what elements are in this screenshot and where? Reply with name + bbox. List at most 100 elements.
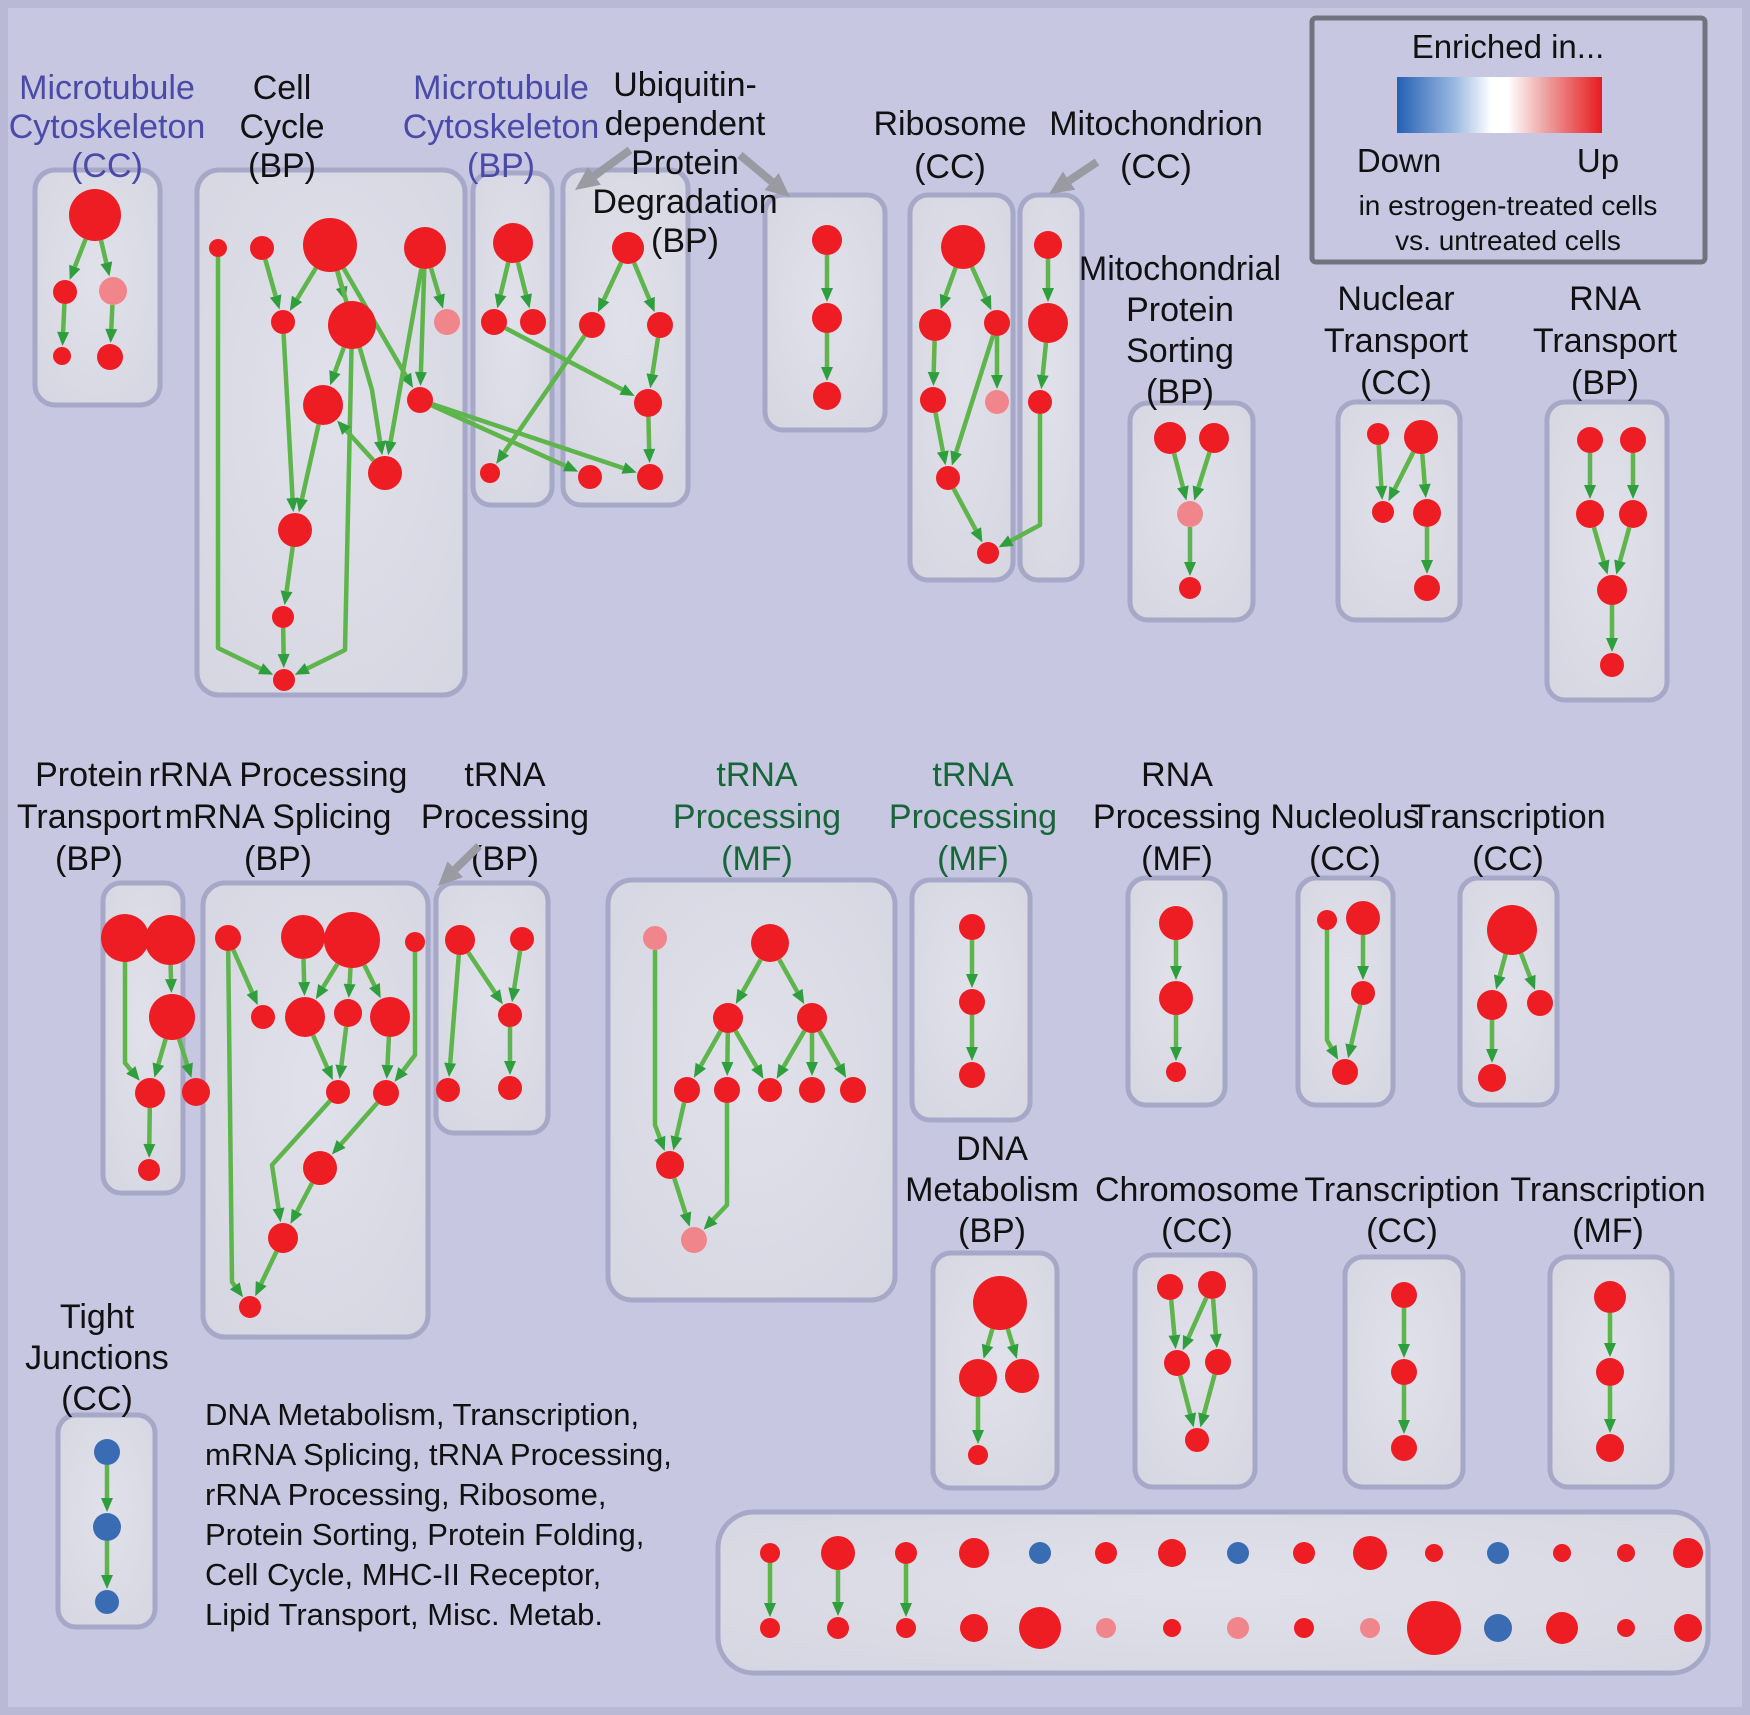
hierarchy-edge [515, 261, 529, 296]
go-term-node [960, 1614, 988, 1642]
hierarchy-arrowhead [343, 983, 356, 998]
go-term-node [520, 309, 546, 335]
hierarchy-arrowhead [384, 440, 397, 456]
go-term-node [1177, 501, 1203, 527]
hierarchy-arrowhead [643, 296, 655, 313]
hierarchy-arrowhead [1168, 1334, 1181, 1350]
tight-junctions-cc-label: (CC) [61, 1380, 133, 1418]
hierarchy-arrowhead [1493, 974, 1506, 990]
go-term-node [149, 994, 195, 1040]
go-term-node [751, 924, 789, 962]
hierarchy-arrowhead [751, 1063, 764, 1079]
hierarchy-edge [339, 1026, 349, 1066]
go-term-node [674, 1077, 700, 1103]
hierarchy-arrowhead [100, 261, 113, 277]
hierarchy-arrowhead [69, 264, 81, 280]
go-term-node [368, 456, 402, 490]
hierarchy-arrowhead [504, 1061, 516, 1075]
go-term-node [251, 1005, 275, 1029]
go-term-node [53, 280, 77, 304]
hierarchy-arrowhead [1418, 483, 1431, 498]
hierarchy-arrowhead [735, 988, 748, 1004]
hierarchy-arrowhead [294, 663, 310, 675]
hierarchy-edge [1005, 1328, 1015, 1347]
nucleolus-cc-label: Nucleolus [1270, 798, 1419, 836]
go-term-node [273, 669, 295, 691]
go-term-node [919, 309, 951, 341]
hierarchy-arrowhead [1184, 562, 1196, 576]
go-term-node [1028, 303, 1068, 343]
hierarchy-arrowhead [329, 370, 341, 386]
go-term-node [1391, 1282, 1417, 1308]
ribosome-cc-label: (CC) [914, 148, 986, 186]
hierarchy-arrowhead [981, 1343, 994, 1359]
go-term-node [579, 312, 605, 338]
hierarchy-edge [1201, 1374, 1217, 1415]
go-term-node [984, 310, 1010, 336]
hierarchy-edge [502, 334, 587, 454]
hierarchy-arrowhead [57, 331, 70, 346]
hierarchy-edge [674, 1102, 687, 1138]
protein-transport-bp-label: (BP) [55, 840, 123, 878]
hierarchy-edge [98, 239, 109, 264]
hierarchy-arrowhead [927, 371, 940, 386]
hierarchy-arrowhead [126, 1066, 140, 1081]
hierarchy-arrowhead [693, 1062, 707, 1078]
go-term-node [1407, 1601, 1461, 1655]
hierarchy-edge [498, 261, 511, 296]
label-pointer-arrow [592, 146, 633, 180]
hierarchy-arrowhead [152, 1062, 165, 1078]
go-term-node [101, 914, 149, 962]
go-term-node [1163, 1619, 1181, 1637]
go-term-node [434, 309, 460, 335]
go-term-node [1185, 1428, 1209, 1452]
go-term-node [370, 997, 410, 1037]
ribosome-cc-box [907, 192, 1016, 583]
go-term-node [285, 997, 325, 1037]
mitochondrion-cc-label: Mitochondrion [1049, 105, 1263, 143]
go-term-node [145, 915, 195, 965]
hierarchy-arrowhead [321, 1064, 333, 1081]
rna-processing-mf-label: RNA [1141, 756, 1213, 794]
go-term-node [1198, 1271, 1226, 1299]
go-term-node [1095, 1542, 1117, 1564]
go-term-node [1600, 653, 1624, 677]
go-term-node [959, 989, 985, 1015]
label-pointer-arrowhead [438, 861, 463, 886]
go-term-node [758, 1078, 782, 1102]
hierarchy-arrowhead [643, 448, 656, 463]
legend-gradient-bar [1397, 77, 1602, 133]
trna-processing-mf-2-label: (MF) [937, 840, 1009, 878]
hierarchy-arrowhead [950, 450, 962, 466]
hierarchy-arrowhead [269, 294, 282, 310]
go-term-node [1553, 1544, 1571, 1562]
hierarchy-arrowhead [229, 1282, 243, 1298]
hierarchy-edge [431, 401, 625, 471]
go-term-node [1527, 990, 1553, 1016]
go-term-node [281, 915, 325, 959]
go-term-node [95, 1590, 119, 1614]
hierarchy-edge [1349, 1004, 1363, 1046]
transcription-mf-label: Transcription [1510, 1171, 1705, 1209]
hierarchy-edge [176, 1038, 190, 1066]
go-term-node [1351, 981, 1375, 1005]
hierarchy-edge [385, 1036, 392, 1066]
ubiquitin-label: (BP) [651, 222, 719, 260]
go-term-node [1425, 1544, 1443, 1562]
hierarchy-arrowhead [165, 978, 177, 993]
misc-list: Lipid Transport, Misc. Metab. [205, 1597, 603, 1632]
hierarchy-arrowhead [337, 420, 351, 435]
hierarchy-edge [401, 952, 418, 1073]
misc-list: Protein Sorting, Protein Folding, [205, 1517, 644, 1552]
hierarchy-arrowhead [298, 981, 311, 996]
hierarchy-arrowhead [520, 293, 532, 309]
legend-down-label: Down [1357, 142, 1441, 179]
rrna-processing-mrna-splicing-bp-label: rRNA Processing [149, 756, 408, 794]
hierarchy-arrowhead [508, 987, 521, 1003]
hierarchy-edge [301, 958, 307, 983]
hierarchy-edge [231, 948, 255, 994]
chromosome-cc-label: Chromosome [1095, 1171, 1299, 1209]
ubiquitin-label: Protein [631, 144, 739, 182]
hierarchy-arrowhead [296, 497, 308, 513]
hierarchy-arrowhead [562, 460, 579, 472]
